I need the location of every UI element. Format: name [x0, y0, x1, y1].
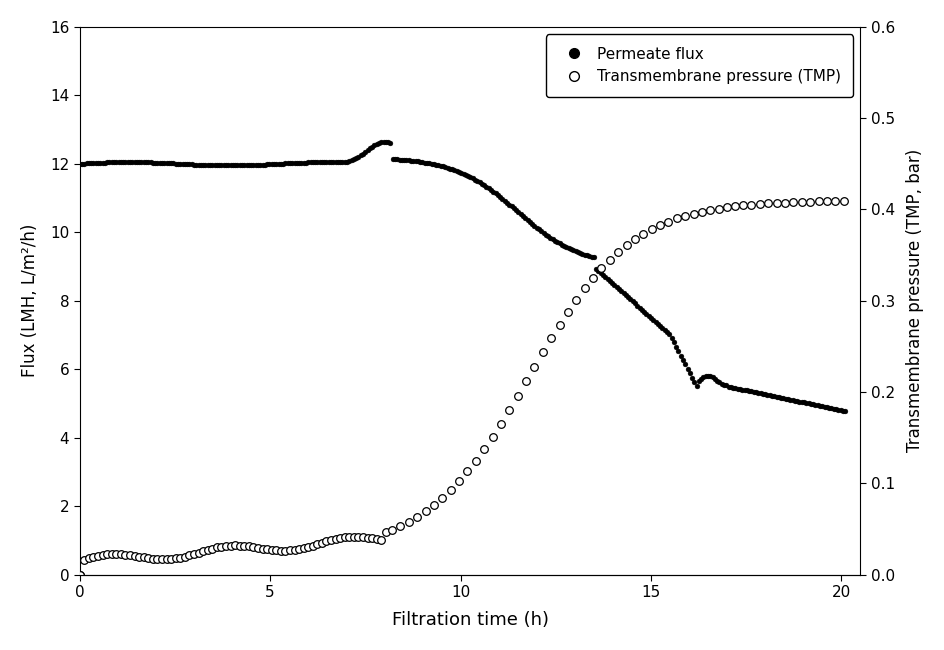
Legend: Permeate flux, Transmembrane pressure (TMP): Permeate flux, Transmembrane pressure (T…: [546, 34, 851, 97]
Y-axis label: Transmembrane pressure (TMP, bar): Transmembrane pressure (TMP, bar): [905, 149, 923, 452]
X-axis label: Filtration time (h): Filtration time (h): [391, 611, 548, 629]
Y-axis label: Flux (LMH, L/m²/h): Flux (LMH, L/m²/h): [21, 224, 39, 378]
